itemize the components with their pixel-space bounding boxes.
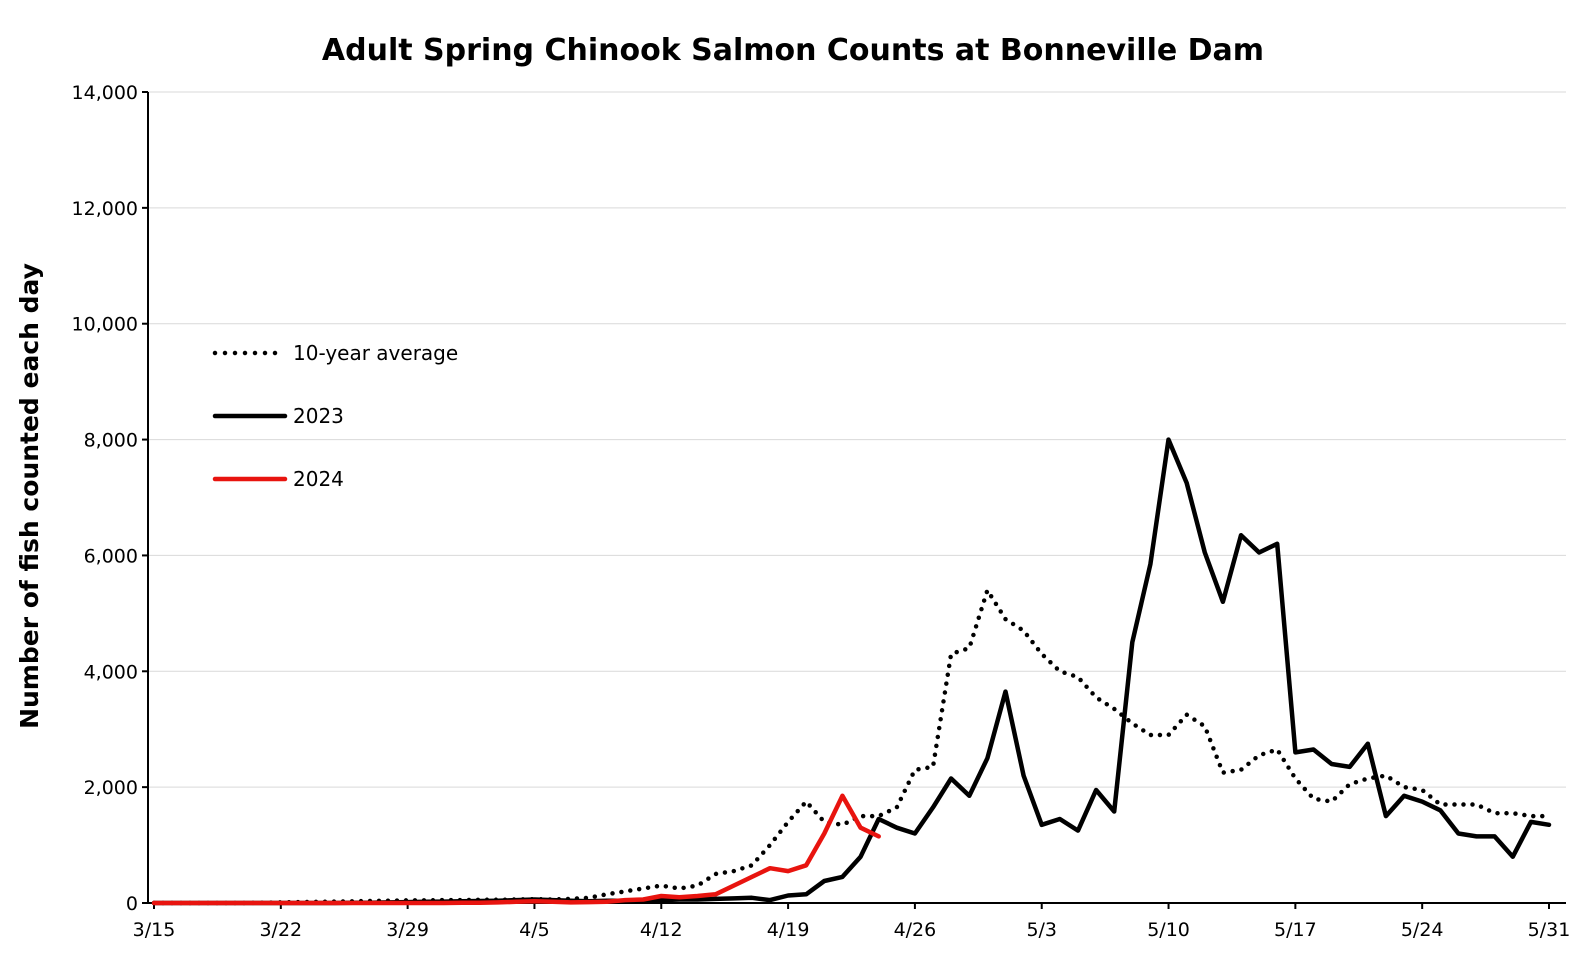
gridlines [148, 91, 1566, 788]
x-tick-label: 5/10 [1147, 919, 1190, 941]
x-tick-label: 5/24 [1401, 919, 1444, 941]
x-tick-label: 5/17 [1274, 919, 1317, 941]
y-tick-label: 10,000 [72, 314, 138, 336]
x-tick-label: 3/15 [133, 919, 176, 941]
legend-label-2024: 2024 [293, 467, 344, 491]
y-tick-label: 0 [126, 893, 138, 915]
x-tick-label: 4/26 [894, 919, 937, 941]
y-tick-label: 12,000 [72, 198, 138, 220]
y-tick-label: 6,000 [84, 545, 138, 567]
y-tick-labels: 0 2,000 4,000 6,000 8,000 10,000 12,000 14,000 [72, 82, 148, 915]
x-tick-label: 5/3 [1026, 919, 1057, 941]
x-tick-label: 4/12 [640, 919, 683, 941]
legend: 10-year average 2023 2024 [212, 341, 458, 491]
y-tick-label: 14,000 [72, 82, 138, 104]
x-tick-label: 3/22 [259, 919, 302, 941]
y-tick-label: 8,000 [84, 430, 138, 452]
chart-title: Adult Spring Chinook Salmon Counts at Bo… [322, 33, 1264, 68]
x-tick-label: 5/31 [1528, 919, 1571, 941]
y-tick-label: 4,000 [84, 661, 138, 683]
x-tick-label: 4/5 [519, 919, 550, 941]
series-line-2024 [151, 793, 881, 906]
x-tick-label: 3/29 [386, 919, 429, 941]
legend-label-10-year-average: 10-year average [293, 341, 458, 365]
y-tick-label: 2,000 [84, 777, 138, 799]
x-tick-label: 4/19 [767, 919, 810, 941]
x-tick-labels: 3/15 3/22 3/29 4/5 4/12 4/19 4/26 5/3 5/10 5/17 5/… [133, 903, 1571, 941]
legend-label-2023: 2023 [293, 404, 344, 428]
series-lines [151, 437, 1552, 906]
y-axis-label: Number of fish counted each day [15, 263, 44, 729]
